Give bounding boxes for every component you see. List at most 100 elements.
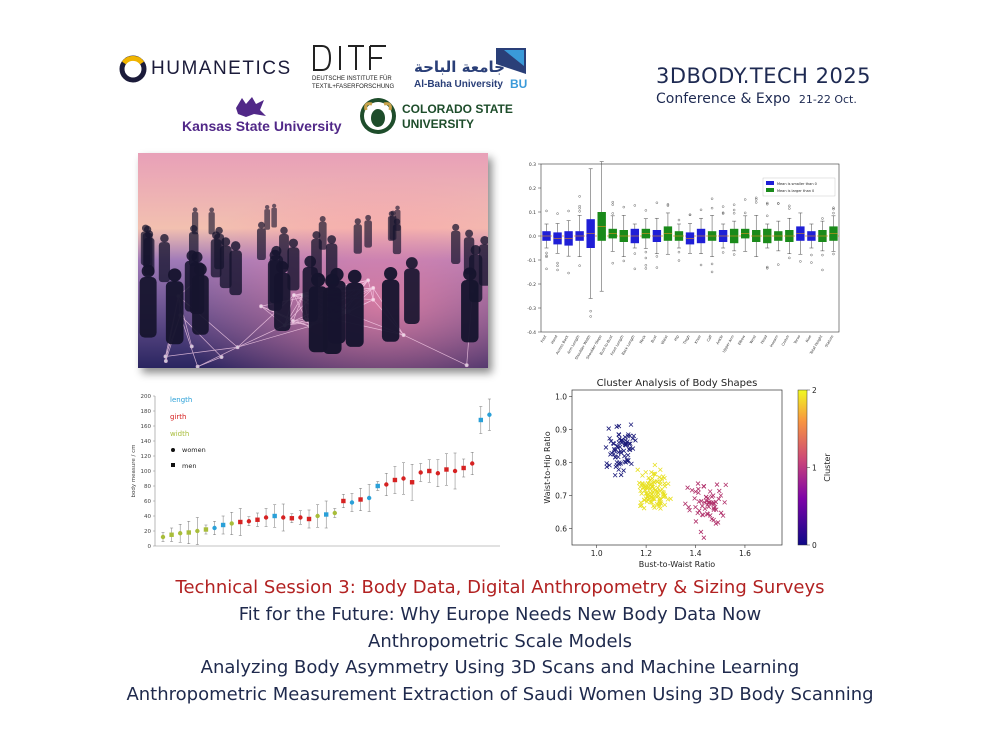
cluster-point [696,508,702,513]
cluster-point-stroke [648,499,653,505]
boxplot-outlier [688,213,692,217]
boxplot-ytick-label: -0.2 [527,282,536,288]
person-head [405,257,418,269]
person-head [264,204,270,210]
cluster-point-stroke [626,441,632,447]
cluster-point [711,507,717,512]
measure-point-women [229,521,234,526]
boxplot-outlier [545,254,548,257]
person-head [258,221,265,229]
boxplot-frame [540,163,840,333]
cluster-point [703,494,709,500]
cluster-point [607,462,612,468]
person-head [271,245,282,257]
cluster-point-stroke [652,505,657,510]
boxplot-outlier [777,202,780,205]
cluster-point-stroke [713,521,719,526]
boxplot-outlier [633,267,637,271]
measure-point-women [435,471,441,476]
cluster-point [650,484,655,490]
cluster-point-stroke [614,424,619,429]
cluster-point [637,480,642,486]
cluster-point-stroke [644,499,650,504]
cluster-point-stroke [707,489,713,494]
cluster-point-stroke [631,433,637,439]
colorbar-label: Cluster [823,453,832,482]
cluster-point-stroke [628,441,633,446]
cluster-point [635,467,640,473]
cluster-point-stroke [620,439,626,444]
network-line [197,346,238,367]
cluster-point-stroke [660,474,666,479]
cluster-point-stroke [718,493,724,498]
boxplot-outlier [611,261,614,265]
person-head [347,269,362,284]
cluster-point-stroke [611,451,617,457]
cluster-point [665,481,671,487]
cluster-point [631,433,637,439]
boxplot-outlier [633,204,637,207]
legend-label-larger: Mean is larger than 0 [777,189,814,193]
cluster-point [641,482,647,488]
boxplot-outlier [732,212,736,215]
boxplot-category-label: Crotch [781,335,790,347]
cluster-point [658,506,663,511]
measure-ytick-label: 60 [144,499,151,505]
boxplot-outlier [810,261,813,264]
cluster-point [638,488,643,494]
cluster-point-stroke [630,436,635,441]
cluster-point-stroke [643,491,649,496]
cluster-point-stroke [659,476,665,482]
albaha-emblem-icon [496,48,526,74]
cluster-point [628,422,634,427]
cluster-point [638,500,644,505]
cluster-point-stroke [643,469,649,475]
cluster-point [626,458,631,463]
boxplot-outlier [732,253,736,256]
measure-point-women [212,525,217,531]
cluster-point [649,500,655,505]
cluster-point [659,476,665,482]
cluster-point [630,446,636,451]
cluster-point [698,529,704,535]
boxplot-outlier [644,256,648,260]
cluster-point-stroke [716,496,721,502]
cluster-point-stroke [655,478,660,484]
cluster-point [712,504,718,510]
cluster-point-stroke [710,493,716,498]
conference-subtitle: Conference & Expo 21-22 Oct. [656,91,857,107]
person-head [160,233,169,243]
cluster-point-stroke [658,506,663,511]
measure-point-women [487,412,492,417]
measure-point-women [298,515,303,520]
cluster-point-stroke [630,446,636,451]
boxplot-ytick-label: 0.2 [529,186,536,192]
boxplot-outlier [578,195,581,198]
cluster-point-stroke [617,436,622,441]
kstate-text: Kansas State University [182,118,342,134]
cluster-point-stroke [650,471,656,477]
cluster-point [701,535,707,540]
boxplot-category-label: Stature [824,334,834,348]
person-head [304,255,317,268]
network-node [219,355,224,359]
cluster-point-stroke [705,495,711,501]
measure-legend-label: girth [170,413,186,421]
cluster-point-stroke [646,481,651,487]
cluster-point-stroke [698,498,704,504]
boxplot-outlier [721,205,725,208]
cluster-point [705,512,711,517]
legend-women-marker [171,448,175,452]
crowd-network-image [138,153,488,368]
cluster-point-stroke [607,462,612,468]
network-node [235,345,240,350]
cluster-point-stroke [616,432,622,438]
cluster-point-stroke [626,447,632,452]
humanetics-ring-icon [119,55,147,83]
cluster-point [612,472,618,478]
cluster-point-stroke [701,484,707,489]
person-head [190,225,198,233]
cluster-x-label: Bust-to-Waist Ratio [639,560,716,569]
cluster-point [650,471,656,477]
cluster-point-stroke [700,503,705,509]
